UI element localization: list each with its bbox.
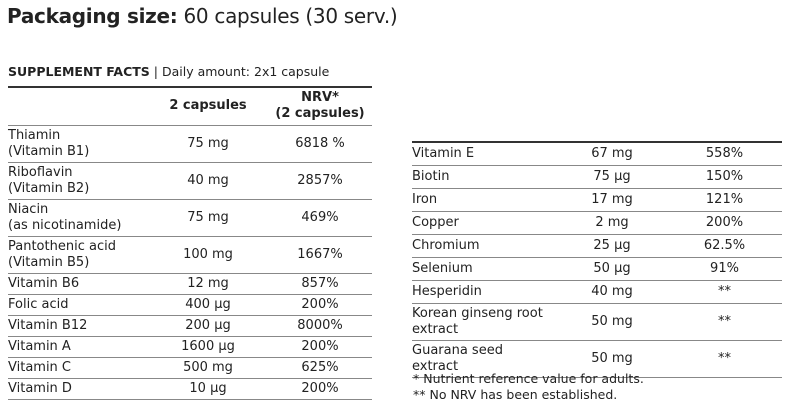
amount: 12 mg	[148, 273, 268, 295]
table-row: Thiamin (Vitamin B1) 75 mg 6818 %	[8, 125, 372, 163]
nrv: 1667%	[268, 236, 372, 274]
amount: 40 mg	[557, 280, 667, 304]
table-row: Biotin 75 µg 150%	[412, 165, 782, 189]
nutrient-name: Vitamin A	[8, 336, 148, 358]
table-row: Pantothenic acid (Vitamin B5) 100 mg 1667…	[8, 236, 372, 274]
nutrient-name: Copper	[412, 211, 557, 235]
amount: 50 mg	[557, 303, 667, 341]
table-row: Vitamin B6 12 mg 857%	[8, 273, 372, 295]
nrv: 6818 %	[268, 125, 372, 163]
amount: 67 mg	[557, 142, 667, 166]
table-row: Korean ginseng root extract 50 mg **	[412, 303, 782, 341]
amount: 25 µg	[557, 234, 667, 258]
nrv: 150%	[667, 165, 782, 189]
supplement-table-left: 2 capsules NRV* (2 capsules) Thiamin (Vita…	[8, 86, 372, 400]
nutrient-name: Thiamin (Vitamin B1)	[8, 125, 148, 163]
table-row: Guarana seed extract 50 mg **	[412, 340, 782, 378]
nrv: 469%	[268, 199, 372, 237]
table-row: Vitamin D 10 µg 200%	[8, 378, 372, 400]
nutrient-name: Vitamin B6	[8, 273, 148, 295]
nutrient-name: Selenium	[412, 257, 557, 281]
table-row: Vitamin E 67 mg 558%	[412, 142, 782, 166]
amount: 400 µg	[148, 294, 268, 316]
nutrient-name: Korean ginseng root extract	[412, 303, 557, 341]
amount: 75 µg	[557, 165, 667, 189]
nutrient-name: Biotin	[412, 165, 557, 189]
nrv: 91%	[667, 257, 782, 281]
amount: 200 µg	[148, 315, 268, 337]
table-row: Vitamin A 1600 µg 200%	[8, 336, 372, 358]
nrv: 8000%	[268, 315, 372, 337]
table-row: Riboflavin (Vitamin B2) 40 mg 2857%	[8, 162, 372, 200]
nutrient-name: Vitamin E	[412, 142, 557, 166]
nutrient-name: Vitamin D	[8, 378, 148, 400]
packaging-size: Packaging size: 60 capsules (30 serv.)	[7, 4, 398, 28]
footnote-nrv: * Nutrient reference value for adults.	[413, 371, 644, 386]
nutrient-name: Folic acid	[8, 294, 148, 316]
nrv: 2857%	[268, 162, 372, 200]
table-row: Vitamin B12 200 µg 8000%	[8, 315, 372, 337]
nrv: 558%	[667, 142, 782, 166]
nutrient-name: Guarana seed extract	[412, 340, 557, 378]
amount: 1600 µg	[148, 336, 268, 358]
nrv: 200%	[268, 336, 372, 358]
nrv: **	[667, 280, 782, 304]
nrv: **	[667, 303, 782, 341]
nutrient-name: Pantothenic acid (Vitamin B5)	[8, 236, 148, 274]
table-row: Vitamin C 500 mg 625%	[8, 357, 372, 379]
table-row: Folic acid 400 µg 200%	[8, 294, 372, 316]
nutrient-name: Hesperidin	[412, 280, 557, 304]
supplement-facts-heading: SUPPLEMENT FACTS | Daily amount: 2x1 cap…	[8, 64, 330, 79]
amount: 50 µg	[557, 257, 667, 281]
table-row: Copper 2 mg 200%	[412, 211, 782, 235]
nrv: **	[667, 340, 782, 378]
nrv: 121%	[667, 188, 782, 212]
nutrient-name: Riboflavin (Vitamin B2)	[8, 162, 148, 200]
nrv: 62.5%	[667, 234, 782, 258]
table-row: Hesperidin 40 mg **	[412, 280, 782, 304]
amount: 2 mg	[557, 211, 667, 235]
nutrient-name: Vitamin B12	[8, 315, 148, 337]
amount: 75 mg	[148, 125, 268, 163]
amount: 50 mg	[557, 340, 667, 378]
nrv: 625%	[268, 357, 372, 379]
table-row: Niacin (as nicotinamide) 75 mg 469%	[8, 199, 372, 237]
nrv: 857%	[268, 273, 372, 295]
amount: 100 mg	[148, 236, 268, 274]
nrv: 200%	[268, 294, 372, 316]
table-row: Iron 17 mg 121%	[412, 188, 782, 212]
nutrient-name: Iron	[412, 188, 557, 212]
nutrient-name: Niacin (as nicotinamide)	[8, 199, 148, 237]
supplement-table-right: Vitamin E 67 mg 558% Biotin 75 µg 150% Iro…	[412, 141, 782, 378]
amount: 500 mg	[148, 357, 268, 379]
nrv: 200%	[667, 211, 782, 235]
amount: 17 mg	[557, 188, 667, 212]
table-row: Chromium 25 µg 62.5%	[412, 234, 782, 258]
nutrient-name: Chromium	[412, 234, 557, 258]
table-row: Selenium 50 µg 91%	[412, 257, 782, 281]
nrv: 200%	[268, 378, 372, 400]
nutrient-name: Vitamin C	[8, 357, 148, 379]
amount: 10 µg	[148, 378, 268, 400]
amount: 40 mg	[148, 162, 268, 200]
amount: 75 mg	[148, 199, 268, 237]
footnote-no-nrv: ** No NRV has been established.	[413, 387, 618, 402]
